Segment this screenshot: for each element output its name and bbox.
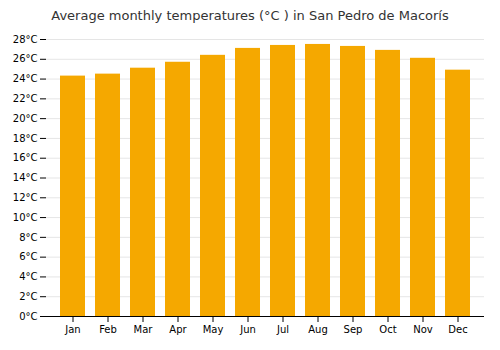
svg-text:10°C: 10°C (13, 212, 38, 223)
svg-text:2°C: 2°C (19, 291, 37, 302)
svg-text:Feb: Feb (99, 324, 117, 335)
svg-text:May: May (203, 324, 224, 335)
svg-text:Mar: Mar (134, 324, 154, 335)
svg-text:Jun: Jun (239, 324, 256, 335)
svg-text:4°C: 4°C (19, 271, 37, 282)
svg-text:Apr: Apr (169, 324, 187, 335)
html-text:Average monthly temperatures (: Average monthly temperatures (°C ) in Sa… (51, 8, 449, 23)
svg-text:Sep: Sep (344, 324, 363, 335)
svg-text:Jan: Jan (64, 324, 80, 335)
svg-text:14°C: 14°C (13, 172, 38, 183)
svg-text:24°C: 24°C (13, 73, 38, 84)
svg-text:8°C: 8°C (19, 232, 37, 243)
svg-text:Jul: Jul (276, 324, 289, 335)
svg-text:0°C: 0°C (19, 311, 37, 322)
svg-text:Nov: Nov (413, 324, 433, 335)
svg-text:12°C: 12°C (13, 192, 38, 203)
svg-text:16°C: 16°C (13, 152, 38, 163)
svg-text:26°C: 26°C (13, 53, 38, 64)
svg-text:Oct: Oct (379, 324, 396, 335)
svg-text:28°C: 28°C (13, 34, 38, 45)
svg-text:22°C: 22°C (13, 93, 38, 104)
svg-text:Dec: Dec (448, 324, 467, 335)
svg-text:Aug: Aug (308, 324, 328, 335)
svg-text:6°C: 6°C (19, 251, 37, 262)
svg-text:18°C: 18°C (13, 133, 38, 144)
svg-text:20°C: 20°C (13, 113, 38, 124)
